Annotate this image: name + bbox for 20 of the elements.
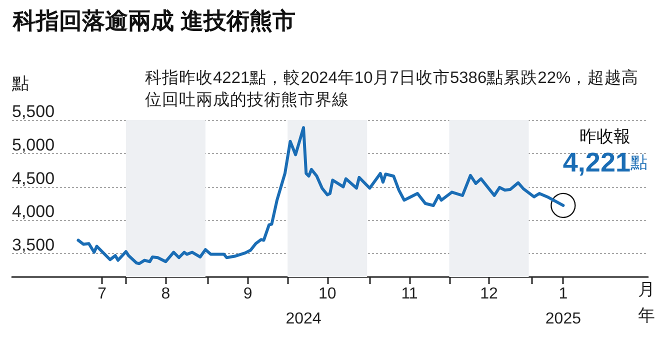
annotation: 昨收報 4,221點 [562, 126, 648, 178]
y-tick-label: 5,000 [12, 135, 55, 154]
x2-tick-label: 2025 [545, 310, 582, 328]
x-tick-label: 8 [161, 286, 170, 302]
x-tick-label: 12 [480, 286, 498, 302]
x-tick-label: 10 [318, 286, 336, 302]
x-axis-title: 月 [638, 280, 655, 299]
x-tick-label: 1 [558, 286, 568, 302]
y-axis-title: 點 [11, 74, 29, 93]
x2-tick-label: 2024 [286, 310, 322, 328]
x-tick-label: 7 [98, 286, 107, 302]
y-tick-label: 5,500 [12, 102, 55, 121]
x2-axis-title: 年 [638, 306, 655, 325]
x-tick-label: 11 [401, 286, 418, 302]
chart-subtitle: 科指昨收4221點，較2024年10月7日收市5386點累跌22%，超越高位回吐兩成的技術熊市界線 [145, 68, 639, 109]
y-tick-label: 4,000 [12, 202, 55, 222]
x-tick-label: 9 [243, 286, 252, 302]
y-tick-label: 4,500 [12, 168, 55, 188]
y-tick-label: 3,500 [12, 236, 55, 255]
chart-title: 科指回落逾兩成 進技術熊市 [12, 8, 296, 34]
